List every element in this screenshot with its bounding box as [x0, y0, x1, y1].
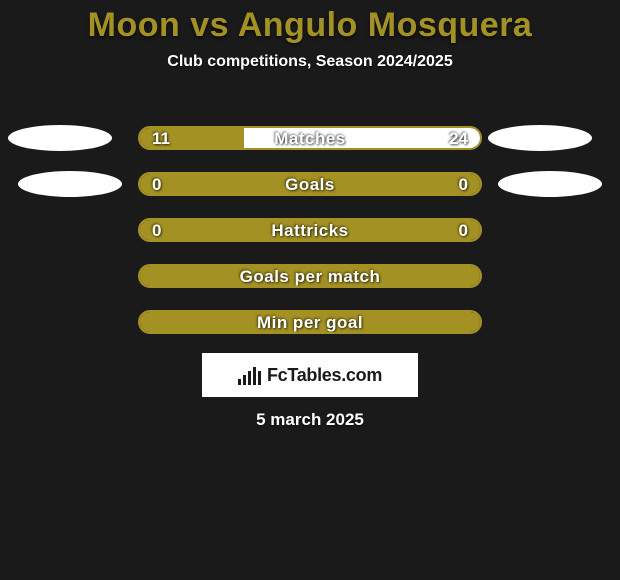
date-label: 5 march 2025 [0, 410, 620, 430]
player-oval-left [8, 125, 112, 151]
stat-label: Goals [140, 174, 480, 196]
stat-label: Hattricks [140, 220, 480, 242]
stat-row: Matches11 24 [0, 126, 620, 150]
stat-value-left: 0 [152, 220, 161, 242]
stat-label: Goals per match [140, 266, 480, 288]
subtitle: Club competitions, Season 2024/2025 [0, 53, 620, 71]
stat-bar: Hattricks0 0 [138, 218, 482, 242]
stat-value-right: 24 [449, 128, 468, 150]
stat-row: Min per goal [0, 310, 620, 334]
watermark-text: FcTables.com [267, 365, 382, 386]
stat-bar: Min per goal [138, 310, 482, 334]
stat-value-left: 0 [152, 174, 161, 196]
stat-row: Goals0 0 [0, 172, 620, 196]
stat-row: Hattricks0 0 [0, 218, 620, 242]
player-oval-left [18, 171, 122, 197]
stat-bar: Goals0 0 [138, 172, 482, 196]
stat-row: Goals per match [0, 264, 620, 288]
page-title: Moon vs Angulo Mosquera [0, 0, 620, 45]
stat-bar: Goals per match [138, 264, 482, 288]
player-oval-right [488, 125, 592, 151]
stat-label: Min per goal [140, 312, 480, 334]
stat-value-right: 0 [459, 220, 468, 242]
stat-label: Matches [140, 128, 480, 150]
watermark: FcTables.com [202, 353, 418, 397]
stat-value-right: 0 [459, 174, 468, 196]
stat-value-left: 11 [152, 128, 170, 150]
bar-chart-icon [238, 365, 261, 385]
player-oval-right [498, 171, 602, 197]
stat-bar: Matches11 24 [138, 126, 482, 150]
